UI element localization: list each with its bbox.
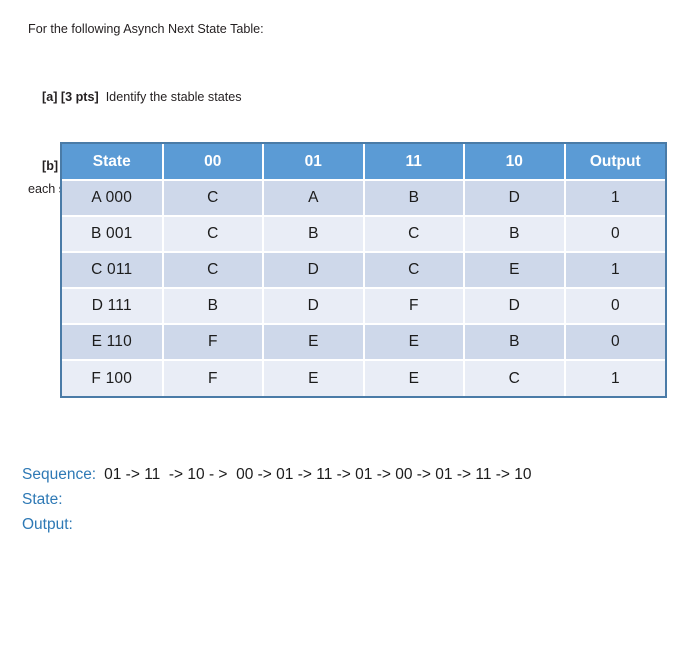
table-row: F 100 F E E C 1 [62,360,665,396]
column-header-output: Output [564,144,665,181]
table-row: A 000 C A B D 1 [62,180,665,217]
cell-output: 1 [564,360,665,396]
prompt-part-a: [a] [3 pts] Identify the stable states [28,63,668,132]
cell-next-11: E [363,360,465,396]
output-row: Output: [22,512,682,537]
cell-output: 0 [564,216,665,253]
cell-next-01: E [263,324,365,361]
cell-next-00: F [162,324,264,361]
cell-next-01: D [263,288,365,325]
cell-next-10: D [464,180,566,217]
cell-next-11: E [363,324,465,361]
sequence-value: 01 -> 11 -> 10 - > 00 -> 01 -> 11 -> 01 … [104,466,532,483]
cell-state: E 110 [62,324,164,361]
part-a-points: [3 pts] [60,90,99,104]
cell-next-01: D [263,252,365,289]
cell-state: F 100 [62,360,164,396]
cell-next-11: B [363,180,465,217]
cell-next-00: F [162,360,264,396]
cell-next-11: F [363,288,465,325]
column-header-00: 00 [162,144,264,181]
answer-block: Sequence: 01 -> 11 -> 10 - > 00 -> 01 ->… [22,462,682,537]
cell-next-10: E [464,252,566,289]
part-a-tag: [a] [42,90,58,104]
cell-next-10: C [464,360,566,396]
cell-next-10: D [464,288,566,325]
cell-next-11: C [363,252,465,289]
table-header: State 00 01 11 10 Output [62,144,665,181]
column-header-11: 11 [363,144,465,181]
sequence-label: Sequence: [22,466,97,483]
output-label: Output: [22,516,73,533]
prompt-intro-line: For the following Asynch Next State Tabl… [28,22,264,36]
cell-next-01: B [263,216,365,253]
table-row: B 001 C B C B 0 [62,216,665,253]
table-header-row: State 00 01 11 10 Output [62,144,665,181]
column-header-state: State [62,144,164,181]
state-label: State: [22,491,63,508]
cell-state: A 000 [62,180,164,217]
cell-output: 1 [564,252,665,289]
sequence-row: Sequence: 01 -> 11 -> 10 - > 00 -> 01 ->… [22,462,682,487]
part-a-text: Identify the stable states [105,90,242,104]
cell-output: 0 [564,324,665,361]
cell-next-00: C [162,216,264,253]
table-row: E 110 F E E B 0 [62,324,665,361]
cell-next-00: B [162,288,264,325]
cell-state: B 001 [62,216,164,253]
cell-next-10: B [464,216,566,253]
column-header-10: 10 [464,144,566,181]
cell-next-01: A [263,180,365,217]
cell-output: 0 [564,288,665,325]
cell-next-11: C [363,216,465,253]
cell-state: D 111 [62,288,164,325]
next-state-table: State 00 01 11 10 Output A 000 C A B D 1… [62,144,665,396]
cell-next-10: B [464,324,566,361]
cell-next-01: E [263,360,365,396]
table-body: A 000 C A B D 1 B 001 C B C B 0 C 011 C … [62,180,665,396]
part-b-tag: [b] [42,159,59,173]
table-row: D 111 B D F D 0 [62,288,665,325]
table-row: C 011 C D C E 1 [62,252,665,289]
state-row: State: [22,487,682,512]
next-state-table-container: State 00 01 11 10 Output A 000 C A B D 1… [60,142,667,398]
cell-next-00: C [162,180,264,217]
cell-next-00: C [162,252,264,289]
cell-output: 1 [564,180,665,217]
column-header-01: 01 [263,144,365,181]
cell-state: C 011 [62,252,164,289]
